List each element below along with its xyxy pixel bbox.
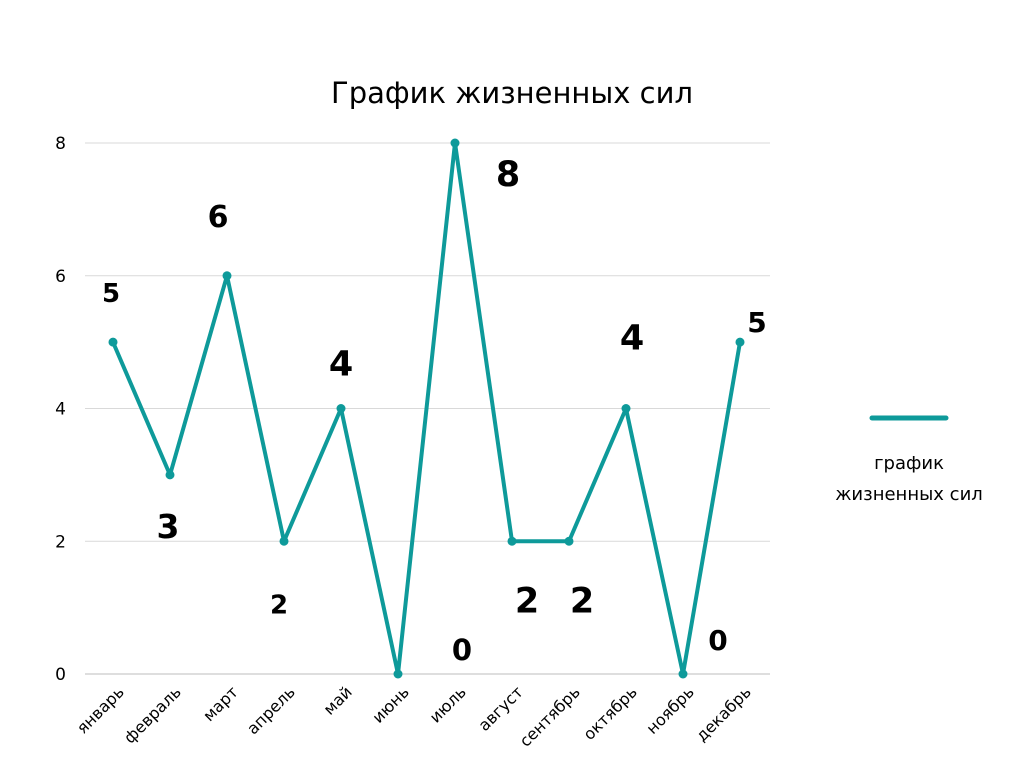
legend: график жизненных сил (835, 415, 983, 505)
data-point (507, 536, 517, 546)
data-label: 2 (515, 581, 539, 621)
data-label: 3 (157, 507, 180, 546)
data-label: 8 (496, 155, 520, 195)
series-line (111, 141, 742, 676)
x-tick-label: январь (73, 682, 128, 737)
y-tick-label: 8 (55, 134, 66, 154)
y-tick-label: 6 (55, 267, 66, 287)
data-label: 6 (208, 200, 229, 235)
data-point (621, 404, 631, 413)
data-label: 4 (620, 319, 644, 359)
x-tick-label: август (474, 682, 526, 734)
x-tick-label: май (320, 682, 356, 718)
legend-label-line-1: график (874, 453, 944, 474)
chart-title: График жизненных сил (331, 76, 693, 110)
series-line-group (108, 138, 745, 679)
x-tick-label: сентябрь (516, 682, 584, 750)
data-label: 2 (270, 590, 288, 620)
x-tick-label: июнь (368, 682, 412, 726)
x-tick-label: октябрь (579, 682, 640, 743)
data-point (393, 669, 403, 679)
data-point (735, 337, 745, 347)
x-tick-label: апрель (243, 682, 299, 738)
y-tick-label: 0 (55, 665, 66, 685)
y-axis-tick-labels: 0 2 4 6 8 (55, 134, 66, 685)
data-label: 5 (747, 306, 766, 339)
x-tick-label: декабрь (692, 682, 755, 745)
data-label: 4 (329, 345, 353, 385)
x-tick-label: ноябрь (642, 682, 697, 737)
data-point (108, 337, 118, 347)
data-point (678, 669, 688, 679)
y-tick-label: 4 (55, 400, 66, 420)
data-point (450, 138, 460, 148)
legend-label-line-2: жизненных сил (835, 484, 983, 505)
data-point (336, 404, 346, 413)
x-tick-label: март (199, 682, 242, 725)
data-label: 2 (570, 581, 594, 621)
data-label: 5 (102, 279, 120, 309)
data-label: 0 (452, 633, 472, 667)
data-label: 0 (708, 624, 727, 657)
data-point (165, 470, 175, 480)
data-point (564, 536, 574, 546)
data-point (222, 271, 232, 281)
x-tick-label: февраль (120, 682, 185, 747)
x-tick-label: июль (426, 682, 470, 726)
data-point (279, 536, 289, 546)
y-tick-label: 2 (55, 532, 66, 552)
